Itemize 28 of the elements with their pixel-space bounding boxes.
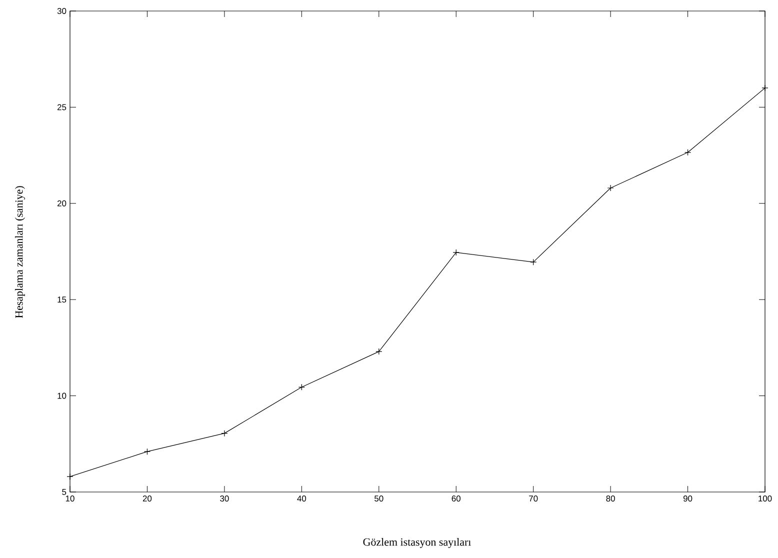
point (530, 258, 537, 266)
y-tick-label: 20 (57, 200, 66, 206)
y-tick-label: 15 (58, 296, 66, 303)
y-axis-title: Hesaplama zamanları (saniye) (15, 186, 25, 318)
point (221, 430, 228, 437)
x-tick-label: 100 (758, 496, 772, 502)
x-axis-title: Gözlem istasyon sayıları (363, 538, 471, 548)
x-tick-label: 20 (142, 496, 152, 502)
point (66, 473, 74, 480)
point (144, 448, 151, 455)
x-tick-label: 10 (66, 496, 74, 502)
y-tick-label: 30 (57, 8, 66, 14)
x-tick-label: 80 (606, 496, 615, 502)
y-tick-label: 10 (58, 392, 66, 399)
point (607, 184, 614, 192)
x-tick-label: 40 (297, 496, 306, 502)
point (684, 149, 692, 156)
point (298, 384, 305, 390)
x-tick-label: 30 (220, 496, 229, 502)
point (376, 348, 382, 355)
y-tick-label: 25 (57, 104, 66, 110)
x-tick-label: 70 (529, 496, 538, 502)
x-tick-label: 60 (452, 496, 460, 502)
x-tick-label: 90 (683, 496, 692, 502)
point (762, 84, 768, 92)
x-tick-label: 50 (374, 496, 384, 502)
point (452, 249, 460, 256)
y-tick-label: 5 (62, 489, 66, 495)
